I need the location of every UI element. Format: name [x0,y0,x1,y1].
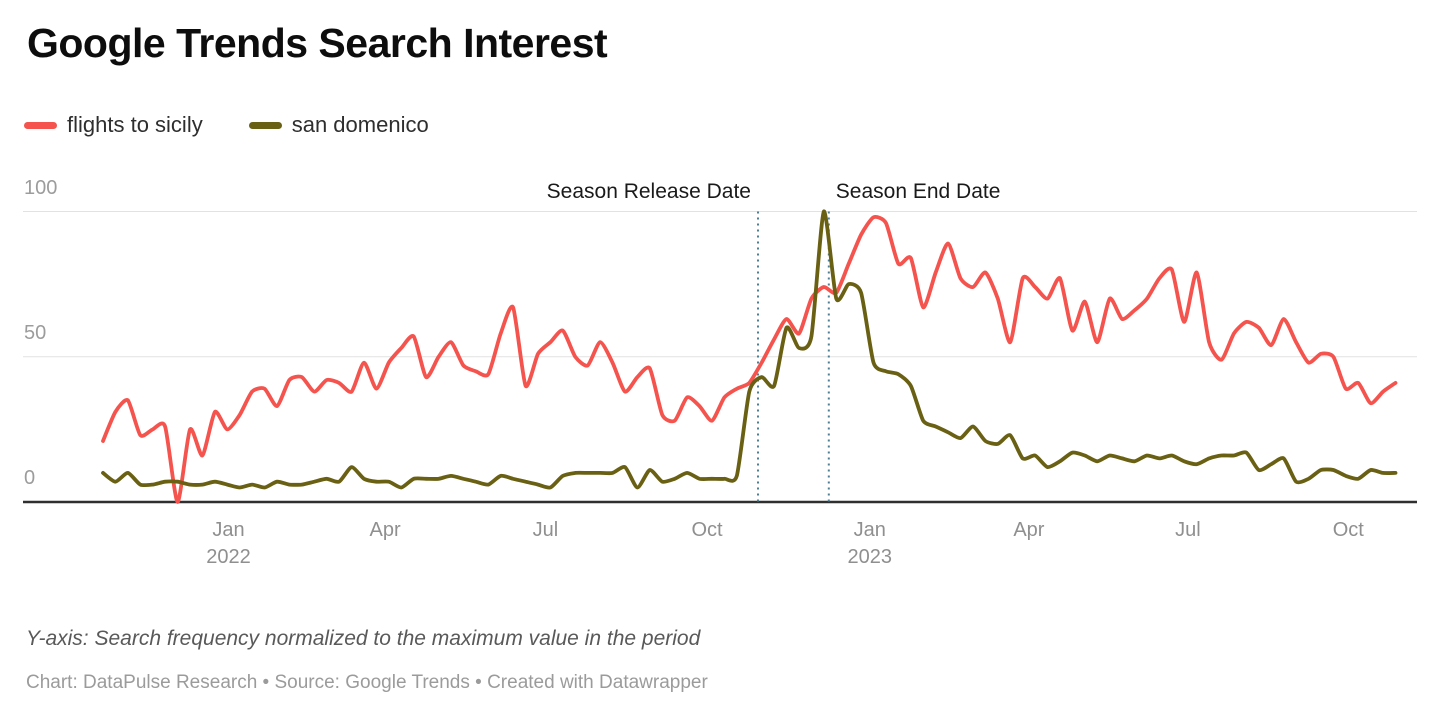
annotation-season-end-date: Season End Date [835,180,1001,203]
x-tick-label-Oct: Oct [1332,519,1364,541]
legend-item-flights-to-sicily: flights to sicily [24,112,203,138]
x-tick-label-Jul: Jul [1175,519,1201,541]
y-tick-label-0: 0 [24,467,36,489]
x-tick-label-Apr: Apr [1013,519,1045,541]
legend-swatch-san-domenico-icon [248,121,282,129]
chart-title: Google Trends Search Interest [27,20,608,66]
y-tick-label-50: 50 [24,321,47,344]
x-tick-label-Jul: Jul [532,519,559,541]
legend-label-flights-to-sicily: flights to sicily [67,112,203,137]
series-line-san-domenico [101,209,1398,490]
series-line-flights-to-sicily [101,215,1398,504]
annotation-season-release-date: Season Release Date [546,180,751,203]
x-tick-label-Apr: Apr [369,519,401,541]
x-tick-label-Jan-2023: Jan 2023 [847,519,893,568]
y-tick-label-100: 100 [24,176,58,199]
legend: flights to sicily san domenico [24,112,429,138]
attribution-byline: Chart: DataPulse Research • Source: Goog… [26,672,708,693]
legend-label-san-domenico: san domenico [291,112,429,137]
x-tick-label-Jan-2022: Jan 2022 [206,519,251,568]
axis-footnote: Y-axis: Search frequency normalized to t… [26,627,701,650]
legend-swatch-flights-to-sicily-icon [24,121,57,129]
legend-item-san-domenico: san domenico [248,112,429,138]
x-tick-label-Oct: Oct [691,519,723,541]
